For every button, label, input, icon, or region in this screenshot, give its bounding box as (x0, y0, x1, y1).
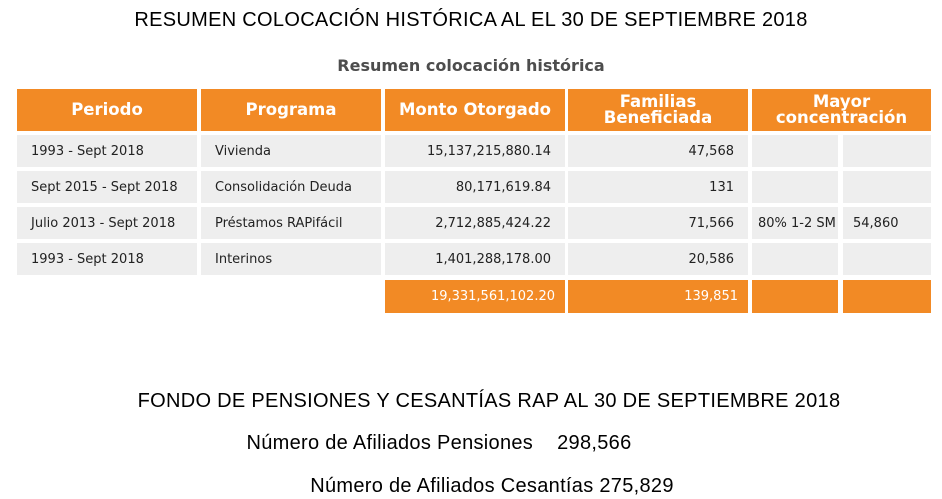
fund-title: FONDO DE PENSIONES Y CESANTÍAS RAP AL 30… (137, 390, 841, 412)
page-title: RESUMEN COLOCACIÓN HISTÓRICA AL EL 30 DE… (134, 9, 808, 31)
afiliados-cesantias-label: Número de Afiliados Cesantías (310, 475, 594, 497)
col-header-familias-line1: Familias (619, 92, 697, 111)
row1-mayor-b (843, 135, 931, 167)
row2-programa: Consolidación Deuda (201, 171, 381, 203)
col-header-mayor-line2: concentración (775, 108, 908, 127)
row2-monto: 80,171,619.84 (385, 171, 565, 203)
total-mayor-a (752, 280, 838, 313)
afiliados-pensiones-label: Número de Afiliados Pensiones (246, 432, 534, 454)
total-familias: 139,851 (568, 280, 748, 313)
row2-mayor-a (752, 171, 838, 203)
col-header-familias-line2: Beneficiada (603, 108, 713, 127)
row4-periodo: 1993 - Sept 2018 (17, 243, 197, 275)
row2-periodo: Sept 2015 - Sept 2018 (17, 171, 197, 203)
row3-mayor-a: 80% 1-2 SM (752, 207, 838, 239)
row4-mayor-b (843, 243, 931, 275)
row4-familias: 20,586 (568, 243, 748, 275)
row1-mayor-a (752, 135, 838, 167)
total-monto: 19,331,561,102.20 (385, 280, 565, 313)
table-caption: Resumen colocación histórica (337, 56, 605, 75)
row3-monto: 2,712,885,424.22 (385, 207, 565, 239)
afiliados-cesantias-value: 275,829 (599, 475, 674, 497)
col-header-programa: Programa (201, 89, 381, 131)
col-header-mayor: Mayor concentración (752, 89, 931, 131)
afiliados-pensiones: Número de Afiliados Pensiones 298,566 (0, 432, 910, 455)
row2-mayor-b (843, 171, 931, 203)
row4-monto: 1,401,288,178.00 (385, 243, 565, 275)
summary-table: Periodo Programa Monto Otorgado Familias… (17, 89, 931, 314)
row2-familias: 131 (568, 171, 748, 203)
row4-programa: Interinos (201, 243, 381, 275)
row3-mayor-b: 54,860 (843, 207, 931, 239)
row3-familias: 71,566 (568, 207, 748, 239)
row1-programa: Vivienda (201, 135, 381, 167)
row1-periodo: 1993 - Sept 2018 (17, 135, 197, 167)
col-header-periodo: Periodo (17, 89, 197, 131)
row3-programa: Préstamos RAPifácil (201, 207, 381, 239)
afiliados-pensiones-value: 298,566 (557, 432, 632, 454)
afiliados-cesantias: Número de Afiliados Cesantías 275,829 (21, 475, 942, 498)
total-mayor-b (843, 280, 931, 313)
row1-familias: 47,568 (568, 135, 748, 167)
row1-monto: 15,137,215,880.14 (385, 135, 565, 167)
row4-mayor-a (752, 243, 838, 275)
col-header-monto: Monto Otorgado (385, 89, 565, 131)
col-header-mayor-line1: Mayor (812, 92, 871, 111)
col-header-familias: Familias Beneficiada (568, 89, 748, 131)
row3-periodo: Julio 2013 - Sept 2018 (17, 207, 197, 239)
